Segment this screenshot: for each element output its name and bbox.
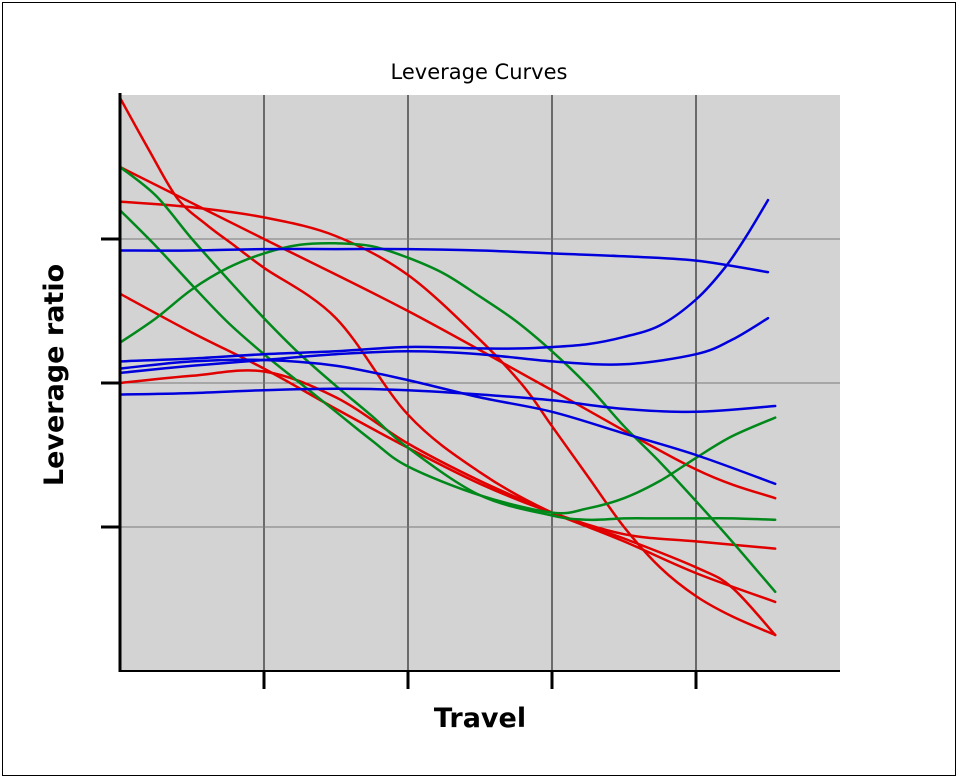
x-axis-label: Travel [434, 703, 526, 734]
series-line-blue [118, 387, 777, 414]
series-layer [118, 96, 777, 637]
axes [101, 93, 840, 689]
series-line-green [118, 165, 777, 522]
series-line-blue [118, 358, 777, 486]
y-axis-label: Leverage ratio [39, 264, 70, 486]
series-line-red [118, 292, 777, 550]
series-line-red [118, 165, 777, 500]
series-line-blue [118, 316, 770, 375]
series-line-blue [118, 198, 770, 363]
chart-title: Leverage Curves [391, 60, 568, 84]
series-line-blue [118, 247, 770, 274]
series-line-green [118, 208, 777, 515]
series-line-red [118, 200, 777, 637]
series-line-red [118, 369, 777, 604]
series-line-red [118, 96, 777, 637]
series-line-green [118, 241, 777, 594]
grid [120, 95, 840, 671]
